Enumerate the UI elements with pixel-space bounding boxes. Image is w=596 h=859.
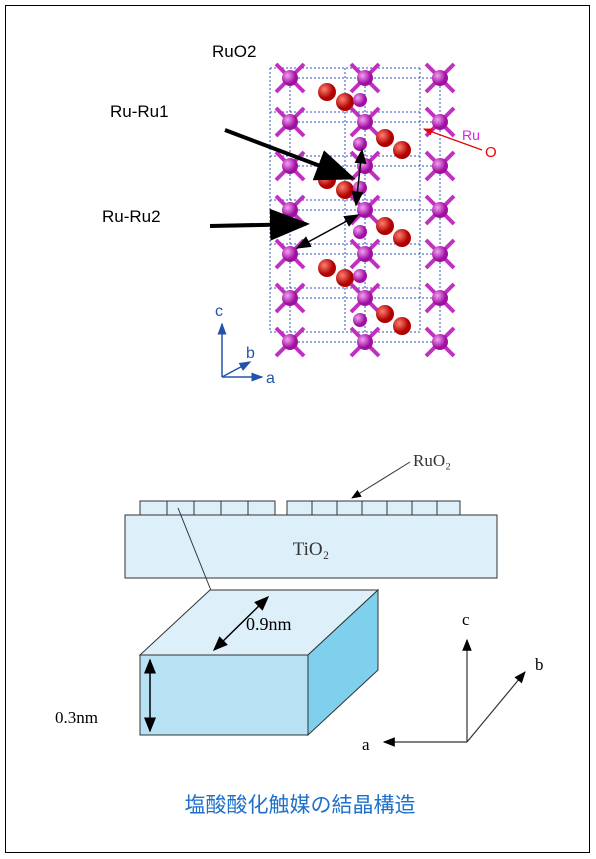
- ru-atom: [357, 114, 373, 130]
- ru-atom: [353, 269, 367, 283]
- ru-atom: [357, 334, 373, 350]
- ru-atom: [432, 158, 448, 174]
- ru-atom: [282, 334, 298, 350]
- tile: [337, 501, 362, 515]
- ru-atom: [353, 137, 367, 151]
- axis-b: [222, 362, 250, 377]
- ru-atom: [357, 246, 373, 262]
- overlayer-label: RuO₂: [413, 451, 451, 470]
- tile: [194, 501, 221, 515]
- bond-pointer: [210, 224, 306, 226]
- atom-label: Ru: [462, 127, 480, 143]
- tile: [387, 501, 412, 515]
- axis-label: a: [266, 370, 275, 387]
- crystal-axes: [222, 324, 262, 377]
- tile: [362, 501, 387, 515]
- tile: [437, 501, 460, 515]
- tile: [412, 501, 437, 515]
- ru-atom: [282, 202, 298, 218]
- tile: [248, 501, 275, 515]
- bond-label: Ru-Ru2: [102, 207, 161, 226]
- axis-label: a: [362, 735, 370, 754]
- bond-label: Ru-Ru1: [110, 102, 169, 121]
- ru-atom: [432, 334, 448, 350]
- support-label: TiO₂: [293, 539, 330, 560]
- bond-arrow: [297, 215, 358, 248]
- width-label: 0.9nm: [246, 614, 292, 634]
- o-atom: [393, 141, 411, 159]
- height-label: 0.3nm: [55, 708, 98, 727]
- atom-label: O: [485, 144, 497, 161]
- axis-label: c: [215, 303, 223, 320]
- tile: [287, 501, 312, 515]
- ru-atom: [353, 225, 367, 239]
- ru-atom: [357, 202, 373, 218]
- axis-label: b: [535, 655, 544, 674]
- o-atom: [318, 83, 336, 101]
- o-atom: [393, 317, 411, 335]
- ru-atom: [282, 70, 298, 86]
- ru-atom: [282, 246, 298, 262]
- ru-atom: [357, 290, 373, 306]
- box-front: [140, 655, 308, 735]
- ru-atom: [432, 290, 448, 306]
- ru-atom: [282, 114, 298, 130]
- crystal-structure: [270, 64, 454, 356]
- o-atom: [376, 305, 394, 323]
- ru-atom: [282, 158, 298, 174]
- tile: [221, 501, 248, 515]
- ru-atom: [432, 70, 448, 86]
- axis-label: b: [246, 345, 255, 362]
- ru-atom: [357, 70, 373, 86]
- axis-label: c: [462, 610, 470, 629]
- tile: [167, 501, 194, 515]
- figure: RuO2 Ru-Ru1 Ru-Ru2 Ru O c b a TiO₂ RuO₂ …: [0, 0, 596, 859]
- caption: 塩酸酸化触媒の結晶構造: [185, 794, 416, 817]
- o-atom: [318, 171, 336, 189]
- ru-atom: [353, 313, 367, 327]
- o-atom: [376, 129, 394, 147]
- overlayer-tiles: [140, 501, 460, 515]
- crystal-title: RuO2: [212, 42, 256, 61]
- ru-atom: [282, 290, 298, 306]
- ru-atom: [432, 114, 448, 130]
- surface-axes: [384, 640, 525, 742]
- overlayer-pointer: [352, 462, 410, 498]
- o-atom: [393, 229, 411, 247]
- ru-atom: [353, 181, 367, 195]
- tile: [312, 501, 337, 515]
- ru-atom: [432, 202, 448, 218]
- ru-atom: [353, 93, 367, 107]
- o-atom: [318, 259, 336, 277]
- o-atom: [376, 217, 394, 235]
- axis-b: [467, 672, 525, 742]
- tile: [140, 501, 167, 515]
- ru-atom: [432, 246, 448, 262]
